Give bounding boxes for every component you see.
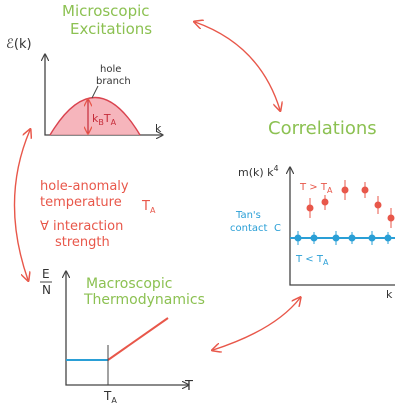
x-label: k	[155, 122, 162, 135]
axes	[66, 272, 188, 385]
pointer	[91, 85, 99, 99]
excitations-title: Excitations	[70, 20, 152, 38]
energy-label: kBTA	[92, 112, 117, 127]
condition-text: strength	[55, 235, 110, 250]
thermo-title: Thermodynamics	[83, 292, 205, 308]
anomaly-symbol: TA	[141, 199, 156, 215]
arrow	[195, 22, 280, 110]
low-label: T < TA	[295, 254, 329, 267]
contact-label: Tan's	[235, 210, 261, 221]
low-points	[294, 231, 392, 245]
high-label: T > TA	[299, 182, 333, 195]
arrow	[13, 130, 30, 280]
branch-label: hole	[100, 64, 121, 75]
correlations-title: Correlations	[268, 118, 377, 139]
y-label: E	[42, 267, 50, 281]
hole-branch-curve	[49, 97, 141, 136]
arrow	[213, 298, 300, 350]
high-branch	[107, 317, 169, 361]
y-label: m(k) k4	[238, 164, 279, 179]
excitations-title: Microscopic	[62, 2, 150, 20]
anomaly-text: hole-anomaly	[40, 179, 129, 194]
tick-label: TA	[103, 389, 117, 405]
anomaly-text: temperature	[40, 195, 122, 210]
condition-text: ∀ interaction	[40, 219, 123, 234]
branch-label: branch	[96, 76, 131, 87]
high-points	[306, 180, 395, 228]
contact-label: contact	[230, 223, 268, 234]
x-label: T	[184, 379, 193, 394]
thermo-title: Macroscopic	[86, 276, 172, 292]
y-label: N	[42, 283, 51, 297]
contact-label: C	[274, 223, 281, 234]
x-label: k	[386, 288, 393, 301]
axes	[290, 168, 395, 286]
y-label: ℰ(k)	[6, 37, 32, 52]
